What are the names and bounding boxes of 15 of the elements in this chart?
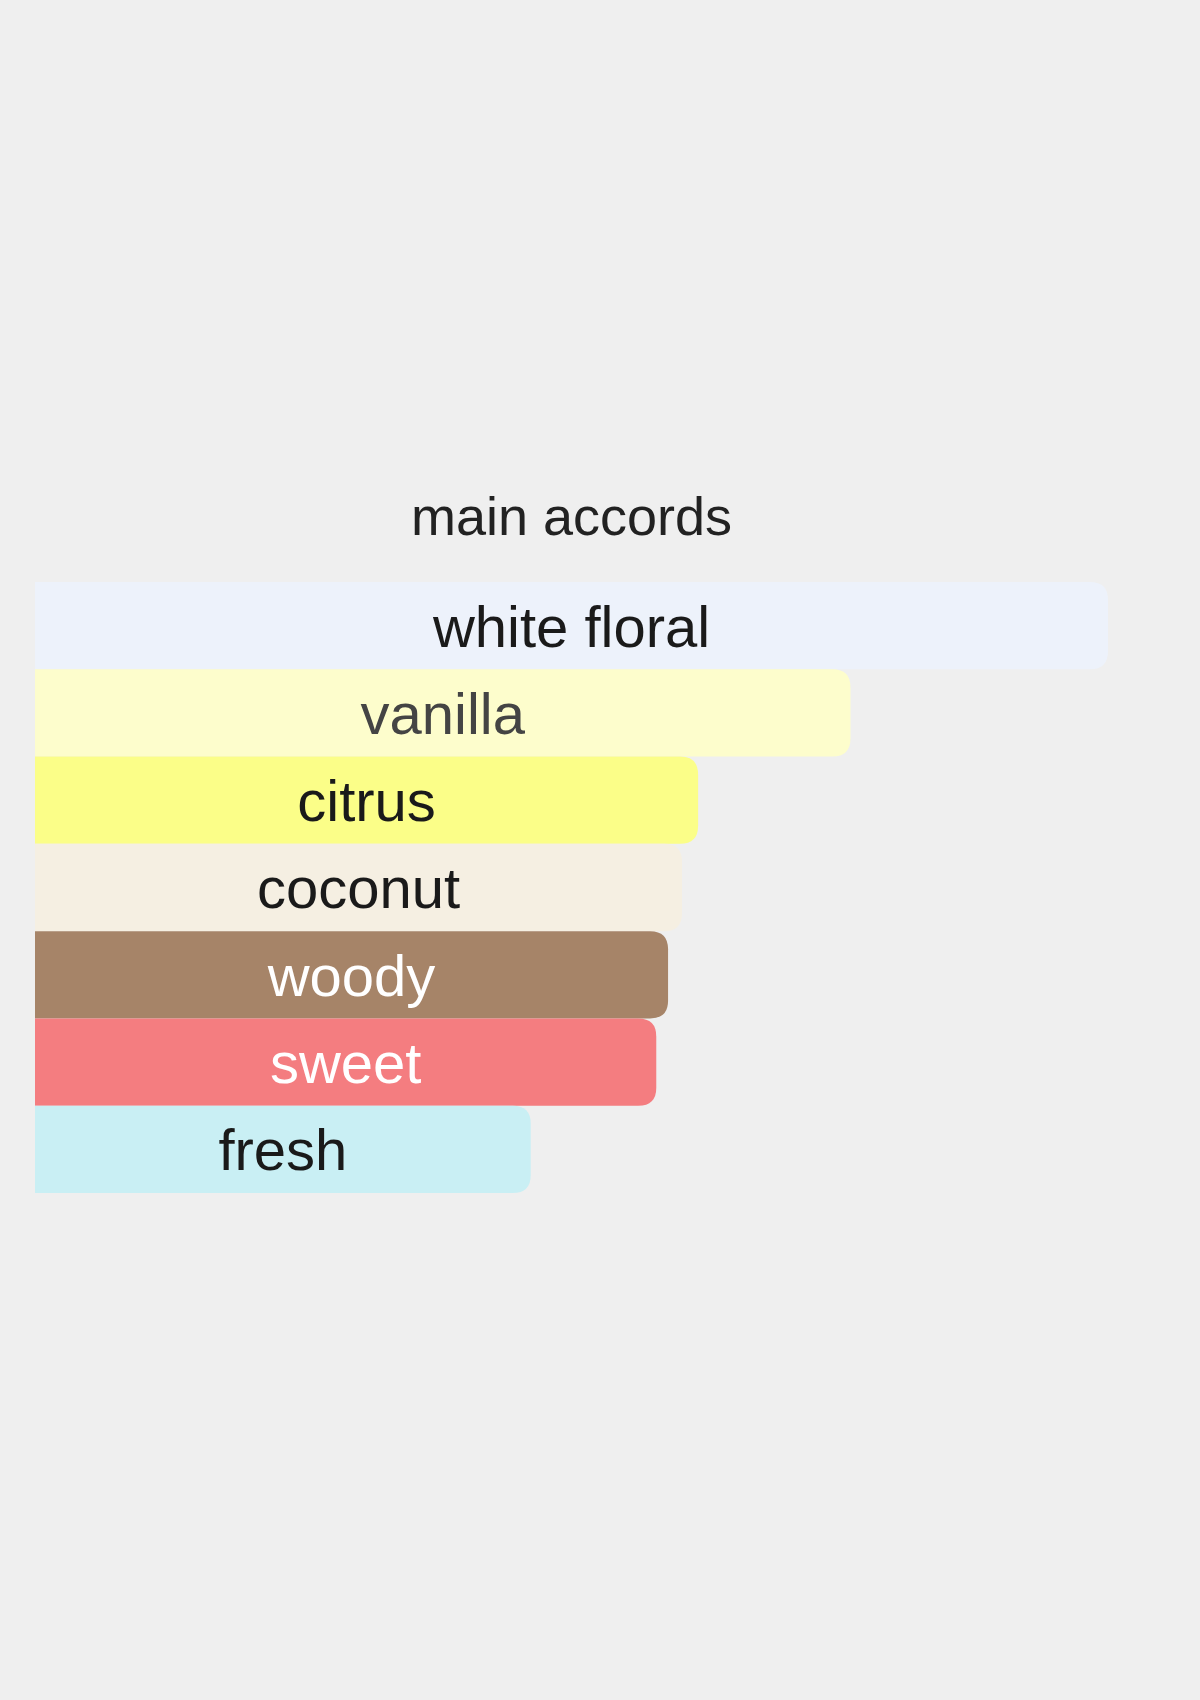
y-tick-label: coconut [256,855,461,921]
bar [35,669,851,757]
bar [35,582,1108,670]
y-tick-label: citrus [297,768,436,834]
bar [35,756,699,844]
bar [35,1018,657,1106]
y-tick-label: white floral [431,593,711,659]
bar [35,1105,531,1193]
y-tick-label: fresh [218,1117,348,1183]
y-tick-label: woody [266,942,436,1008]
y-tick-label: sweet [269,1029,422,1095]
y-tick-label: vanilla [360,680,526,746]
bar [35,931,669,1019]
chart-title: main accords [410,486,733,546]
bar [35,843,683,932]
